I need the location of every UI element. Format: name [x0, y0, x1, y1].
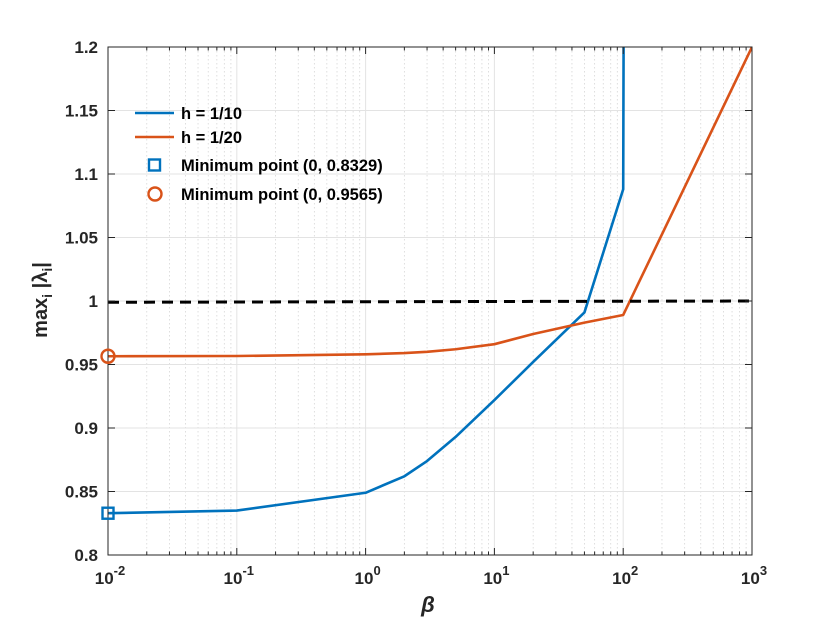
axis-ticks: [107, 46, 753, 556]
x-tick-label: 100: [355, 563, 381, 588]
legend-item: Minimum point (0, 0.9565): [147, 186, 383, 204]
y-axis-label-main: max: [30, 298, 52, 338]
legend: h = 1/10 h = 1/20 Minimum point (0, 0.8329…: [135, 105, 383, 204]
legend-label: Minimum point (0, 0.9565): [181, 186, 383, 204]
legend-item: h = 1/20: [135, 129, 242, 147]
y-axis-label-close: |: [30, 262, 52, 268]
x-axis-label: β: [420, 592, 435, 617]
x-tick-label: 10-2: [95, 563, 125, 588]
y-tick-label: 0.8: [74, 546, 98, 565]
y-axis-label-rest: |λ: [30, 272, 52, 294]
y-tick-label: 1.2: [74, 38, 98, 57]
y-tick-labels: 0.8 0.85 0.9 0.95 1 1.05 1.1 1.15 1.2: [65, 38, 98, 565]
legend-item: Minimum point (0, 0.8329): [147, 157, 383, 175]
minimum-point-circle-marker: [100, 348, 116, 364]
x-tick-label: 101: [483, 563, 509, 588]
series-line-2: [108, 47, 752, 358]
y-tick-label: 1.1: [74, 165, 98, 184]
x-tick-labels: 10-2 10-1 100 101 102 103: [95, 563, 767, 588]
svg-text:maxi |λi|: maxi |λi|: [30, 262, 55, 338]
y-axis-label-subscript: i: [39, 294, 55, 298]
series-line-1: [108, 47, 625, 515]
marker-group: [100, 348, 116, 520]
y-tick-label: 1: [89, 292, 98, 311]
x-tick-label: 10-1: [224, 563, 254, 588]
y-tick-label: 0.9: [74, 419, 98, 438]
y-tick-label: 0.95: [65, 356, 98, 375]
x-tick-label: 103: [741, 563, 767, 588]
legend-label: Minimum point (0, 0.8329): [181, 157, 383, 175]
y-tick-label: 0.85: [65, 483, 98, 502]
minimum-point-square-marker: [101, 506, 115, 520]
series-group: [108, 47, 752, 515]
legend-label: h = 1/20: [181, 129, 242, 147]
x-tick-label: 102: [612, 563, 638, 588]
y-axis-label-subscript-2: i: [39, 268, 55, 272]
y-tick-label: 1.05: [65, 229, 98, 248]
y-tick-label: 1.15: [65, 102, 98, 121]
legend-label: h = 1/10: [181, 105, 242, 123]
legend-square-swatch: [147, 158, 162, 172]
legend-circle-swatch: [147, 186, 163, 202]
y-axis-label: maxi |λi|: [30, 262, 55, 338]
legend-item: h = 1/10: [135, 105, 242, 123]
